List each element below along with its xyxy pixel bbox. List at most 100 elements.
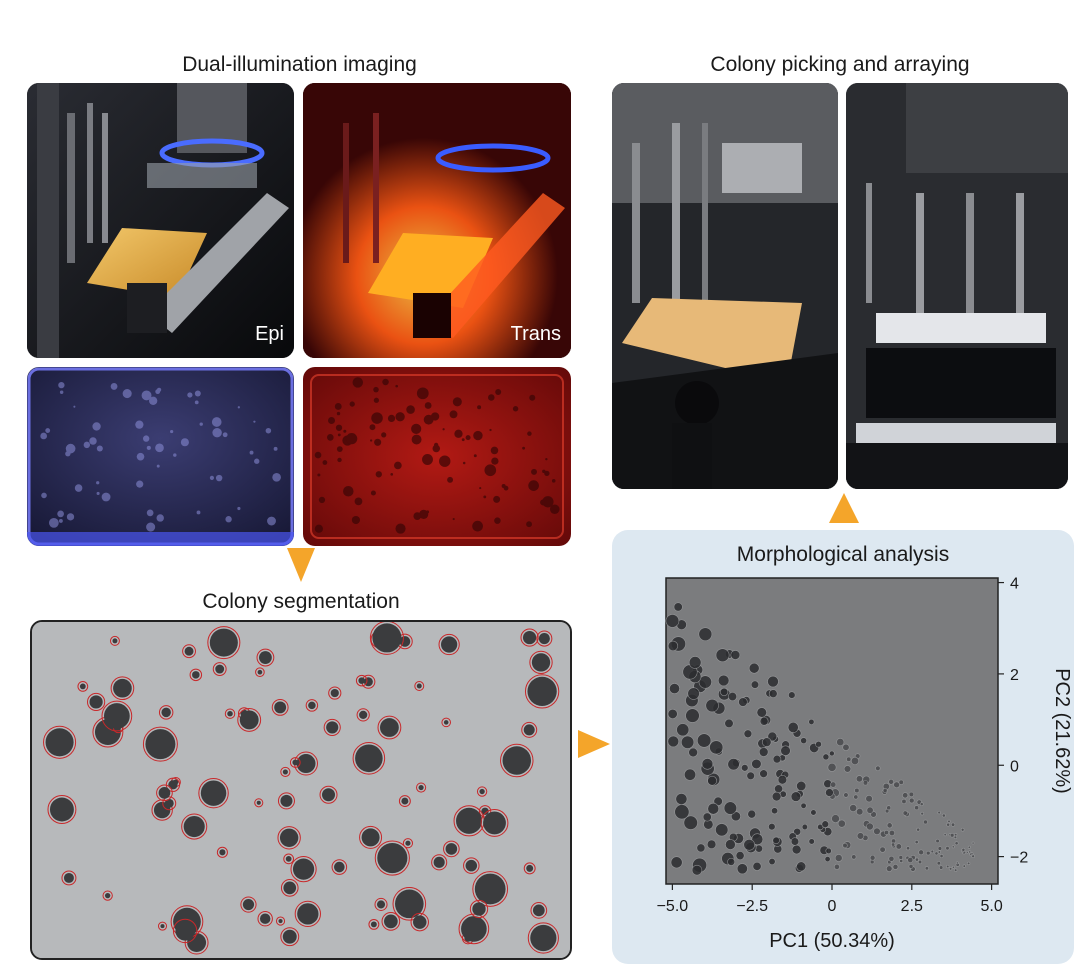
colony-body (296, 754, 316, 774)
segmented-colony (480, 809, 509, 837)
segmented-colony (469, 899, 489, 919)
trans-colony-dot (439, 455, 451, 467)
colony-body (479, 788, 485, 795)
epi-colony-dot (74, 484, 83, 492)
epi-colony-dot (215, 474, 223, 482)
arrow-right-icon (578, 730, 610, 758)
colony-body (227, 710, 233, 717)
epi-label: Epi (255, 323, 284, 345)
epi-colony-dot (155, 389, 161, 395)
trans-colony-dot (351, 515, 361, 525)
colony-body (112, 638, 118, 644)
epi-colony-dot (141, 390, 152, 401)
epi-colony-dot (148, 396, 158, 405)
segmented-colony (257, 911, 273, 927)
trans-plate-image (303, 367, 571, 546)
morphological-analysis-panel (612, 530, 1074, 964)
colony-outline (283, 853, 295, 865)
segmented-colony (87, 692, 106, 712)
segmented-colony (328, 686, 342, 700)
colony-body (292, 858, 315, 880)
colony-body (297, 903, 319, 925)
epi-colony-dot (57, 510, 64, 518)
epi-colony-dot (209, 475, 214, 480)
segmented-colony (157, 921, 168, 931)
segmented-colony (374, 840, 410, 876)
segmented-colony (369, 622, 404, 655)
trans-colony-dot (374, 438, 382, 446)
epi-colony-dot (41, 492, 47, 499)
segmented-colony (101, 700, 133, 732)
trans-colony-dot (449, 410, 458, 419)
trans-colony-dot (527, 431, 532, 436)
trans-colony-dot (550, 504, 560, 515)
colony-body (168, 780, 178, 790)
epi-colony-dot (58, 382, 65, 389)
trans-colony-dot (390, 473, 394, 476)
segmented-colony (359, 825, 383, 849)
segmented-colony (524, 674, 560, 709)
trans-plate-illustration (303, 367, 571, 546)
epi-colony-dot (225, 516, 232, 523)
epi-colony-dot (253, 420, 256, 423)
colony-outline (172, 918, 198, 944)
colony-outline (157, 921, 168, 931)
colony-body (183, 816, 205, 838)
trans-colony-dot (491, 457, 499, 465)
segmented-colony (398, 795, 411, 808)
colony-outline (331, 859, 348, 875)
trans-colony-dot (411, 434, 422, 445)
segmentation-image (30, 620, 572, 960)
segmented-colony (352, 742, 386, 775)
segmented-colony (472, 871, 509, 907)
segmented-colony (319, 785, 338, 804)
trans-colony-dot (479, 487, 482, 490)
colony-body (330, 688, 339, 698)
colony-outline (182, 644, 196, 659)
trans-colony-dot (395, 523, 406, 534)
trans-colony-dot (522, 446, 526, 450)
colony-body (465, 859, 478, 872)
epi-colony-dot (122, 389, 132, 399)
epi-colony-dot (173, 453, 177, 457)
colony-body (377, 900, 386, 909)
segmented-colony (381, 912, 401, 931)
colony-body (259, 913, 271, 924)
segmented-colony (458, 913, 490, 945)
trans-colony-dot (442, 428, 445, 431)
colony-body (530, 924, 557, 952)
trans-colony-dot (382, 378, 389, 386)
segmented-colony (280, 766, 291, 777)
colony-body (361, 828, 380, 847)
colony-outline (472, 871, 509, 907)
trans-colony-dot (452, 397, 462, 407)
segmented-colony (158, 705, 174, 720)
segmented-colony (110, 676, 135, 701)
segmented-colony (189, 668, 203, 682)
trans-colony-dot (542, 496, 554, 508)
colony-outline (414, 681, 425, 691)
colony-outline (277, 826, 301, 850)
epi-colony-dot (73, 405, 76, 408)
epi-colony-dot (136, 452, 145, 461)
segmented-colony (280, 879, 299, 897)
colony-body (481, 807, 489, 815)
segmented-colony (109, 635, 120, 646)
colony-outline (280, 766, 291, 777)
colony-outline (271, 698, 289, 716)
colony-body (192, 671, 200, 679)
colony-outline (277, 792, 295, 810)
trans-colony-dot (317, 473, 321, 477)
colony-outline (257, 911, 273, 927)
epi-colony-dot (48, 517, 59, 528)
segmented-colony (43, 725, 77, 759)
segmented-colony (77, 681, 89, 692)
colony-outline (524, 674, 560, 709)
segmented-colony (402, 838, 414, 849)
segmented-colony (416, 782, 427, 793)
colony-body (164, 798, 174, 808)
colony-body (377, 842, 408, 874)
epi-colony-dot (187, 392, 193, 398)
trans-colony-dot (406, 405, 415, 414)
colony-body (45, 728, 74, 757)
